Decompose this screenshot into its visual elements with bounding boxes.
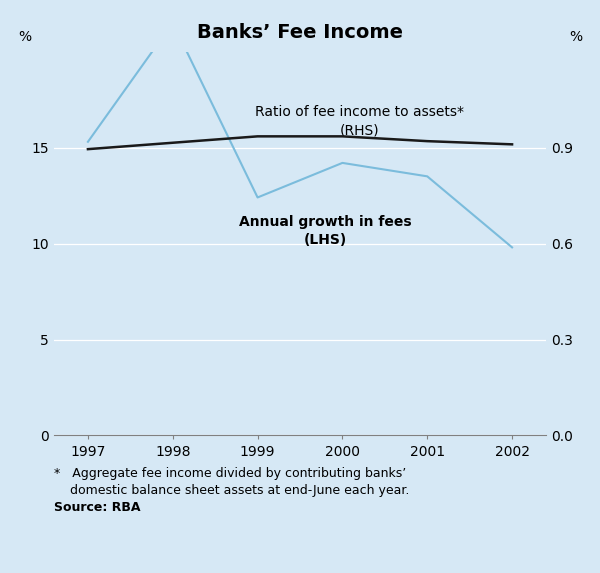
Text: Ratio of fee income to assets*
(RHS): Ratio of fee income to assets* (RHS) bbox=[255, 105, 464, 138]
Text: Annual growth in fees
(LHS): Annual growth in fees (LHS) bbox=[239, 215, 412, 247]
Text: %: % bbox=[569, 30, 582, 44]
Text: domestic balance sheet assets at end-June each year.: domestic balance sheet assets at end-Jun… bbox=[54, 484, 409, 497]
Text: %: % bbox=[18, 30, 31, 44]
Text: Source: RBA: Source: RBA bbox=[54, 501, 140, 515]
Text: *   Aggregate fee income divided by contributing banks’: * Aggregate fee income divided by contri… bbox=[54, 467, 406, 480]
Title: Banks’ Fee Income: Banks’ Fee Income bbox=[197, 23, 403, 42]
